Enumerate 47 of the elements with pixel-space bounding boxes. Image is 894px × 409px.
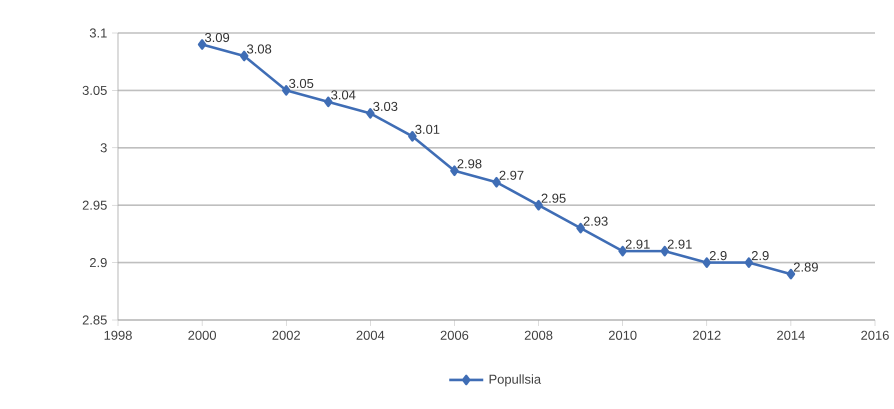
x-tick-label: 2014 xyxy=(777,330,805,340)
point xyxy=(282,85,291,96)
point xyxy=(744,257,754,268)
point xyxy=(618,246,627,256)
point xyxy=(576,222,585,234)
point xyxy=(324,96,333,108)
legend-label: Popullsia xyxy=(490,374,542,386)
y-tick-label: 2.85 xyxy=(82,315,107,325)
point xyxy=(450,165,459,176)
data-label: 2.98 xyxy=(458,159,482,168)
data-label: 3.04 xyxy=(331,90,356,100)
point xyxy=(366,108,375,119)
point xyxy=(786,268,796,280)
data-label: 2.91 xyxy=(626,240,650,249)
y-tick-label: 2.95 xyxy=(82,200,107,210)
data-label: 2.9 xyxy=(710,251,727,260)
x-tick-label: 2016 xyxy=(861,330,889,340)
data-label: 2.9 xyxy=(752,251,769,260)
data-label: 3.08 xyxy=(247,44,272,54)
x-tick-label: 2012 xyxy=(693,330,721,340)
data-label: 2.91 xyxy=(668,240,692,249)
point xyxy=(660,246,670,256)
y-tick-label: 3.05 xyxy=(82,86,107,95)
data-label: 3.03 xyxy=(373,102,398,111)
point xyxy=(408,131,417,142)
point xyxy=(198,39,206,50)
data-label: 2.97 xyxy=(500,170,524,180)
x-tick-label: 2008 xyxy=(524,330,552,340)
data-label: 2.95 xyxy=(542,194,566,203)
data-label: 2.89 xyxy=(794,262,818,272)
x-tick-label: 2002 xyxy=(272,330,300,340)
y-tick-label: 3.1 xyxy=(90,28,107,38)
y-tick-label: 2.9 xyxy=(90,258,107,268)
x-tick-label: 2006 xyxy=(440,330,468,340)
x-tick-label: 2010 xyxy=(608,330,637,340)
x-tick-label: 2004 xyxy=(356,330,384,340)
data-label: 3.05 xyxy=(289,78,314,88)
x-tick-label: 1998 xyxy=(104,330,132,340)
data-label: 3.01 xyxy=(415,124,440,134)
y-tick-label: 3 xyxy=(100,143,107,152)
point xyxy=(240,50,248,62)
data-label: 3.09 xyxy=(205,32,230,42)
point xyxy=(702,257,712,268)
point xyxy=(492,176,501,188)
x-tick-label: 2000 xyxy=(188,330,216,340)
point xyxy=(534,200,543,210)
data-label: 2.93 xyxy=(584,216,608,226)
